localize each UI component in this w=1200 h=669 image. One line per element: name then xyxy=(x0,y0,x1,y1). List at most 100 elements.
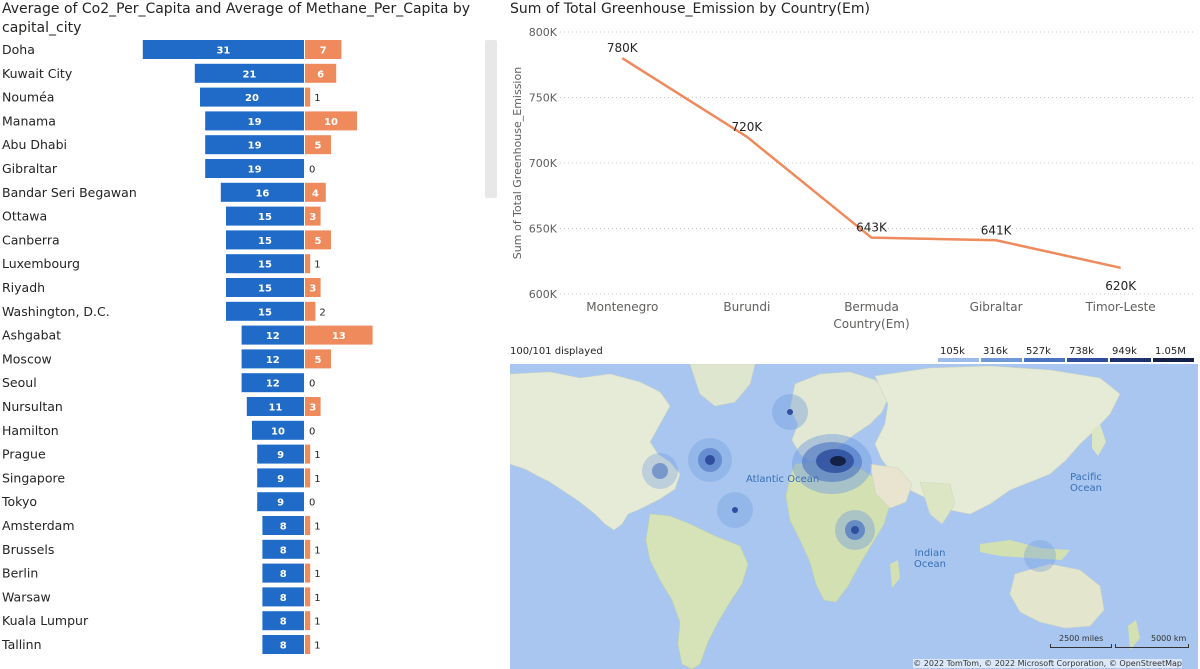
methane-bar[interactable] xyxy=(305,135,331,155)
scale-km-label: 5000 km xyxy=(1151,634,1187,643)
line-data-label: 641K xyxy=(981,223,1013,237)
legend-swatch xyxy=(1024,358,1065,362)
co2-bar[interactable] xyxy=(262,539,304,559)
co2-bar[interactable] xyxy=(262,587,304,607)
methane-bar[interactable] xyxy=(305,87,311,107)
methane-bar[interactable] xyxy=(305,635,311,654)
category-label: Tallinn xyxy=(1,637,42,652)
methane-bar[interactable] xyxy=(305,468,311,488)
methane-data-label: 1 xyxy=(314,522,320,533)
co2-bar[interactable] xyxy=(205,159,304,178)
methane-bar[interactable] xyxy=(305,111,357,131)
methane-bar[interactable] xyxy=(305,63,337,83)
co2-bar[interactable] xyxy=(246,397,304,416)
co2-bar[interactable] xyxy=(226,230,304,250)
co2-data-label: 8 xyxy=(280,593,287,604)
legend-swatch xyxy=(1110,358,1151,362)
category-label: Kuala Lumpur xyxy=(2,613,89,628)
ocean-label-indian: Indian Ocean xyxy=(914,548,946,570)
co2-bar[interactable] xyxy=(142,40,304,59)
co2-data-label: 9 xyxy=(277,474,284,485)
co2-data-label: 21 xyxy=(242,69,256,80)
landmass-greenland xyxy=(689,364,756,407)
co2-bar[interactable] xyxy=(241,373,304,393)
methane-bar[interactable] xyxy=(305,325,373,345)
methane-data-label: 1 xyxy=(314,569,320,580)
methane-bar[interactable] xyxy=(305,397,321,416)
methane-bar[interactable] xyxy=(305,611,311,631)
methane-bar[interactable] xyxy=(305,278,321,297)
co2-bar[interactable] xyxy=(262,635,304,654)
co2-bar[interactable] xyxy=(226,301,304,321)
methane-bar[interactable] xyxy=(305,301,316,321)
methane-bar[interactable] xyxy=(305,206,321,226)
y-axis-title: Sum of Total Greenhouse_Emission xyxy=(511,67,524,259)
map-legend: 105k 316k 527k 738k 949k 1.05M xyxy=(938,346,1196,364)
greenhouse-series-line[interactable] xyxy=(621,57,1121,270)
co2-data-label: 8 xyxy=(280,545,287,556)
co2-bar[interactable] xyxy=(262,563,304,583)
methane-data-label: 3 xyxy=(309,403,316,414)
methane-bar[interactable] xyxy=(305,516,311,535)
co2-bar[interactable] xyxy=(205,135,304,155)
methane-data-label: 1 xyxy=(314,474,320,485)
methane-bar[interactable] xyxy=(305,444,311,464)
world-map[interactable] xyxy=(510,364,1198,669)
methane-data-label: 0 xyxy=(309,498,315,509)
map-displayed-count: 100/101 displayed xyxy=(510,346,603,357)
methane-bar[interactable] xyxy=(305,230,331,250)
y-tick-label: 650K xyxy=(529,223,558,236)
co2-bar[interactable] xyxy=(226,206,304,226)
methane-data-label: 2 xyxy=(319,307,325,318)
co2-bar[interactable] xyxy=(220,182,304,202)
co2-data-label: 19 xyxy=(248,141,262,152)
emission-map[interactable]: Atlantic Ocean Pacific Ocean Indian Ocea… xyxy=(510,364,1198,669)
methane-bar[interactable] xyxy=(305,587,311,607)
co2-bar[interactable] xyxy=(257,492,304,512)
co2-data-label: 9 xyxy=(277,450,284,461)
co2-bar[interactable] xyxy=(241,349,304,369)
methane-bar[interactable] xyxy=(305,40,342,59)
x-axis-title: Country(Em) xyxy=(833,317,909,331)
category-label: Hamilton xyxy=(2,423,59,438)
co2-data-label: 11 xyxy=(268,403,282,414)
co2-bar[interactable] xyxy=(257,444,304,464)
ocean-label-pacific: Pacific Ocean xyxy=(1070,472,1102,494)
methane-bar[interactable] xyxy=(305,539,311,559)
co2-bar[interactable] xyxy=(194,63,304,83)
co2-bar[interactable] xyxy=(262,611,304,631)
co2-bar[interactable] xyxy=(200,87,304,107)
co2-data-label: 12 xyxy=(266,355,280,366)
methane-bar[interactable] xyxy=(305,563,311,583)
scrollbar-thumb[interactable] xyxy=(485,40,497,198)
category-label: Doha xyxy=(2,42,35,57)
category-label: Warsaw xyxy=(2,589,51,604)
co2-bar[interactable] xyxy=(262,516,304,535)
co2-data-label: 15 xyxy=(258,307,272,318)
landmass-south-america xyxy=(645,513,749,669)
methane-bar[interactable] xyxy=(305,254,311,274)
greenhouse-line-chart[interactable]: 600K 650K 700K 750K 800K Montenegro Burundi Ber… xyxy=(505,18,1198,338)
legend-swatch xyxy=(938,358,979,362)
category-label: Amsterdam xyxy=(2,518,75,533)
category-label: Luxembourg xyxy=(2,256,80,271)
methane-data-label: 1 xyxy=(314,593,320,604)
co2-data-label: 8 xyxy=(280,569,287,580)
methane-data-label: 1 xyxy=(314,545,320,556)
co2-bar[interactable] xyxy=(226,278,304,297)
y-tick-label: 800K xyxy=(529,26,558,39)
methane-data-label: 3 xyxy=(309,284,316,295)
co2-bar[interactable] xyxy=(257,468,304,488)
scale-miles-label: 2500 miles xyxy=(1059,634,1104,643)
co2-bar[interactable] xyxy=(205,111,304,131)
co2-bar[interactable] xyxy=(241,325,304,345)
landmass-madagascar xyxy=(890,560,900,588)
co2-bar[interactable] xyxy=(226,254,304,274)
co2-data-label: 8 xyxy=(280,641,287,652)
methane-bar[interactable] xyxy=(305,182,326,202)
methane-bar[interactable] xyxy=(305,349,331,369)
co2-bar[interactable] xyxy=(252,420,304,440)
methane-data-label: 0 xyxy=(309,426,315,437)
category-label: Moscow xyxy=(2,351,52,366)
